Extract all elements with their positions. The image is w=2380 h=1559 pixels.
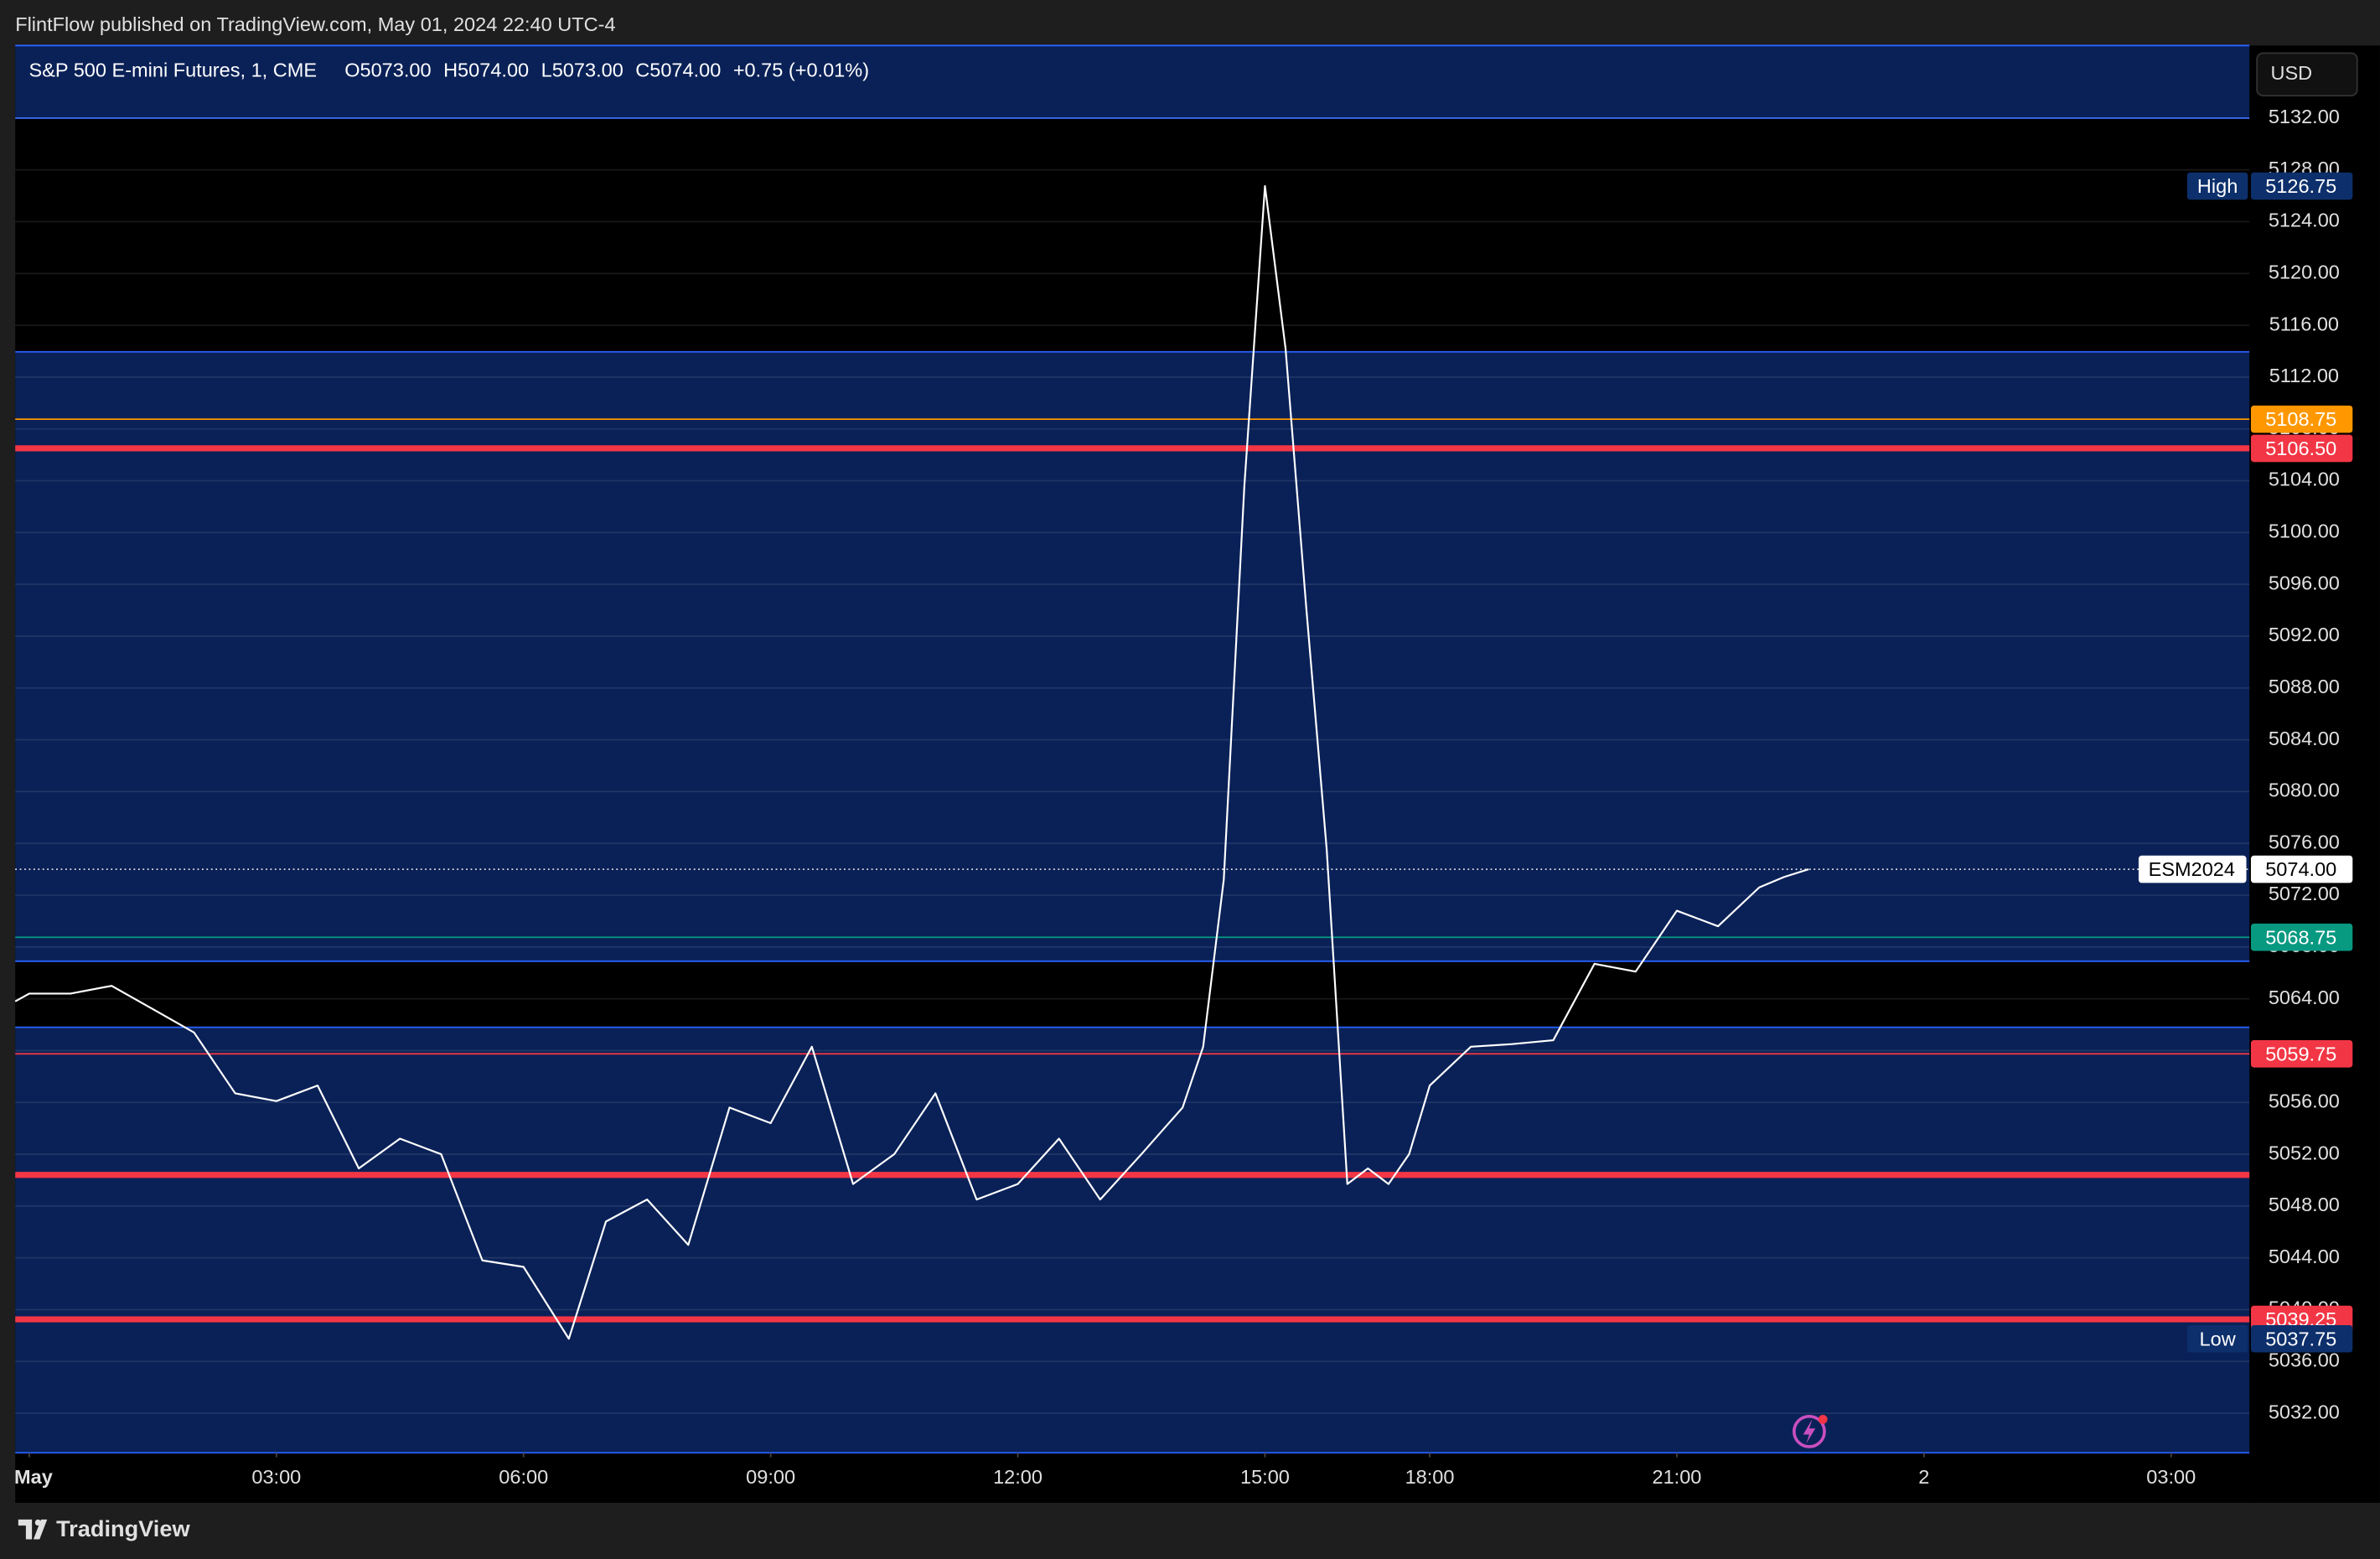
y-tick-label: 5064.00 <box>2269 987 2340 1008</box>
x-tick-label: 18:00 <box>1405 1466 1455 1488</box>
y-tick-label: 5116.00 <box>2269 313 2339 334</box>
level-label: 5059.75 <box>2265 1043 2336 1064</box>
legend-value: +0.75 (+0.01%) <box>733 59 869 80</box>
x-tick-label: 09:00 <box>746 1466 795 1488</box>
currency[interactable]: USD <box>2271 62 2313 84</box>
zone <box>15 351 2250 961</box>
zone <box>15 1027 2250 1453</box>
price-line <box>14 184 1809 1340</box>
y-tick-label: 5080.00 <box>2269 780 2340 801</box>
y-tick-label: 5036.00 <box>2269 1349 2340 1371</box>
zone <box>15 45 2250 118</box>
alert-icon <box>1793 1414 1828 1448</box>
x-tick-label: 2 <box>1918 1466 1929 1488</box>
x-tick-label: 03:00 <box>251 1466 301 1488</box>
y-tick-label: 5052.00 <box>2269 1142 2340 1163</box>
extreme-name: Low <box>2200 1328 2237 1349</box>
y-tick-label: 5100.00 <box>2269 521 2340 542</box>
y-tick-label: 5032.00 <box>2269 1401 2340 1422</box>
y-tick-label: 5104.00 <box>2269 469 2340 490</box>
brand: TradingView <box>56 1515 190 1541</box>
x-tick-label: 06:00 <box>499 1466 548 1488</box>
extreme-name-box <box>2186 172 2248 200</box>
y-tick-label: 5072.00 <box>2269 883 2340 904</box>
x-tick-label: May <box>14 1466 53 1488</box>
extreme-label: 5037.75 <box>2265 1328 2336 1349</box>
last-price-label: 5074.00 <box>2265 858 2336 880</box>
logo <box>18 1519 48 1540</box>
y-tick-label: 5048.00 <box>2269 1194 2340 1215</box>
x-tick-label: 12:00 <box>993 1466 1043 1488</box>
extreme-name-box <box>2186 1324 2248 1353</box>
y-tick-label: 5112.00 <box>2269 365 2339 386</box>
chart-title: S&P 500 E-mini Futures, 1, CME <box>29 59 318 80</box>
x-tick-label: 15:00 <box>1240 1466 1290 1488</box>
level-label: 5068.75 <box>2265 926 2336 948</box>
y-tick-label: 5056.00 <box>2269 1090 2340 1111</box>
extreme-name: High <box>2197 175 2238 197</box>
level-label-box <box>2250 1039 2353 1068</box>
level-label-box <box>2250 923 2353 951</box>
last-name: ESM2024 <box>2149 858 2235 880</box>
extreme-label: 5126.75 <box>2265 175 2336 197</box>
x-tick-label: 03:00 <box>2146 1466 2196 1488</box>
legend-value: L5073.00 <box>541 59 623 80</box>
y-tick-label: 5088.00 <box>2269 676 2340 697</box>
y-tick-label: 5044.00 <box>2269 1246 2340 1267</box>
y-tick-label: 5120.00 <box>2269 262 2340 283</box>
level-label-box <box>2250 434 2353 463</box>
publisher: FlintFlow published on TradingView.com, … <box>15 13 615 35</box>
y-tick-label: 5076.00 <box>2269 831 2340 852</box>
level-label: 5108.75 <box>2265 408 2336 430</box>
y-tick-label: 5092.00 <box>2269 624 2340 645</box>
extreme-box <box>2250 1324 2353 1353</box>
y-tick-label: 5084.00 <box>2269 728 2340 749</box>
currency-button[interactable] <box>2256 52 2358 97</box>
y-tick-label: 5124.00 <box>2269 210 2340 231</box>
x-tick-label: 21:00 <box>1653 1466 1702 1488</box>
price-axis <box>2249 45 2380 1503</box>
legend-value: H5074.00 <box>443 59 529 80</box>
level-label-box <box>2250 405 2353 433</box>
time-axis <box>15 1453 2250 1503</box>
level-label: 5106.50 <box>2265 438 2336 459</box>
last-name-box <box>2138 855 2247 883</box>
y-tick-label: 5132.00 <box>2269 106 2340 127</box>
y-tick-label: 5096.00 <box>2269 572 2340 593</box>
extreme-box <box>2250 172 2353 200</box>
legend-value: C5074.00 <box>635 59 721 80</box>
last-price-label-box <box>2250 855 2353 883</box>
legend-value: O5073.00 <box>344 59 431 80</box>
